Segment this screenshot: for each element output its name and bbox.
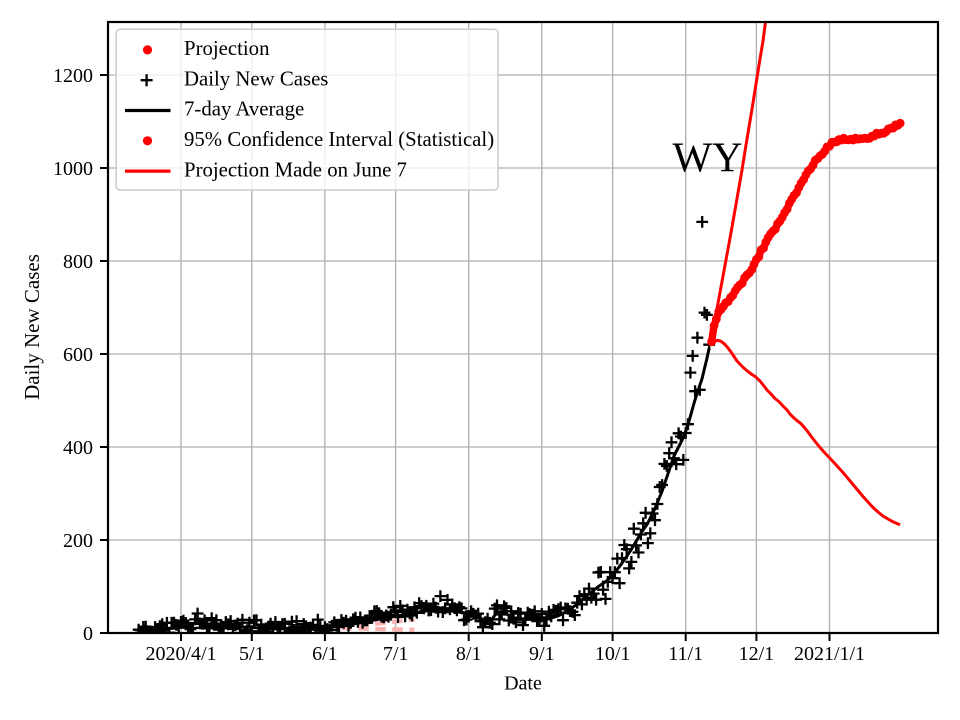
svg-text:95% Confidence Interval (Stati: 95% Confidence Interval (Statistical)	[184, 128, 494, 151]
svg-text:400: 400	[63, 437, 93, 459]
svg-text:Daily New Cases: Daily New Cases	[20, 254, 44, 400]
svg-text:8/1: 8/1	[456, 643, 482, 665]
svg-text:10/1: 10/1	[595, 643, 631, 665]
svg-text:2021/1/1: 2021/1/1	[794, 643, 865, 665]
svg-text:Date: Date	[504, 673, 542, 695]
svg-text:9/1: 9/1	[529, 643, 555, 665]
svg-text:Projection: Projection	[184, 37, 270, 60]
svg-text:1000: 1000	[53, 158, 93, 180]
svg-text:0: 0	[83, 623, 93, 645]
svg-text:7-day Average: 7-day Average	[184, 98, 304, 121]
svg-text:6/1: 6/1	[312, 643, 338, 665]
svg-text:5/1: 5/1	[239, 643, 265, 665]
svg-text:800: 800	[63, 251, 93, 273]
svg-text:2020/4/1: 2020/4/1	[145, 643, 216, 665]
svg-text:12/1: 12/1	[739, 643, 775, 665]
svg-text:WY: WY	[673, 136, 743, 182]
svg-text:600: 600	[63, 344, 93, 366]
svg-text:11/1: 11/1	[668, 643, 703, 665]
svg-text:7/1: 7/1	[383, 643, 409, 665]
svg-text:Projection Made on June 7: Projection Made on June 7	[184, 158, 407, 181]
svg-text:200: 200	[63, 530, 93, 552]
svg-text:1200: 1200	[53, 65, 93, 87]
svg-text:Daily New Cases: Daily New Cases	[184, 67, 328, 90]
